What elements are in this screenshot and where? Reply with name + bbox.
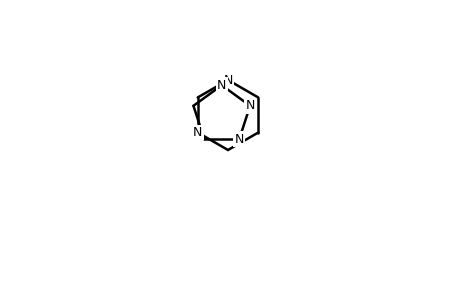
Text: N: N — [193, 126, 202, 139]
Text: N: N — [223, 74, 232, 86]
Text: N: N — [234, 133, 243, 146]
Text: N: N — [245, 99, 254, 112]
Text: N: N — [217, 79, 226, 92]
